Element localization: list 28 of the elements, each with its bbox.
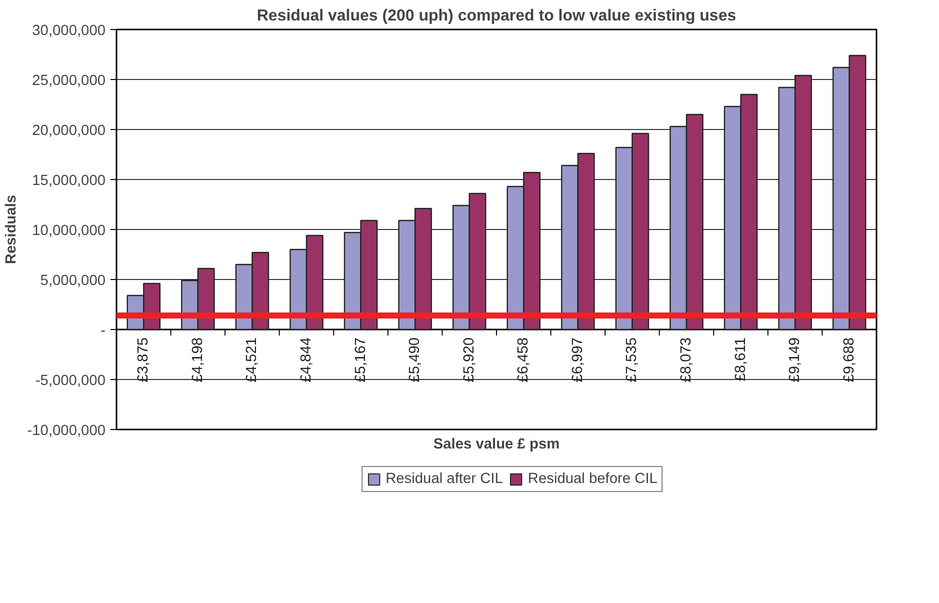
y-tick-label: 10,000,000 — [32, 223, 106, 239]
legend-label: Residual after CIL — [386, 471, 503, 487]
x-tick-label: £3,875 — [136, 338, 152, 382]
y-tick-label: 15,000,000 — [32, 173, 106, 189]
legend-label: Residual before CIL — [528, 471, 658, 487]
x-tick-label: £8,073 — [678, 338, 694, 382]
x-tick-label: £5,490 — [407, 338, 424, 382]
x-tick-label: £4,521 — [244, 338, 260, 382]
x-tick-label: £5,920 — [461, 338, 478, 382]
x-tick-label: £7,535 — [624, 338, 640, 382]
y-tick-label: -5,000,000 — [35, 373, 106, 389]
y-tick-label: 5,000,000 — [40, 273, 106, 289]
y-axis-title: Residuals — [3, 194, 20, 264]
x-tick-label: £9,688 — [841, 338, 858, 382]
y-tick-label: 20,000,000 — [32, 123, 106, 139]
x-tick-label: £6,997 — [570, 338, 586, 382]
y-tick-label: -10,000,000 — [27, 423, 106, 439]
x-axis-title: Sales value £ psm — [433, 436, 560, 452]
y-tick-label: - — [100, 323, 106, 339]
x-tick-label: £6,458 — [516, 338, 532, 382]
chart-title: Residual values (200 uph) compared to low value existing uses — [256, 8, 736, 24]
x-tick-label: £5,167 — [352, 338, 369, 382]
x-tick-label: £9,149 — [787, 338, 804, 382]
y-tick-label: 25,000,000 — [32, 73, 106, 89]
x-tick-label: £4,198 — [190, 338, 206, 382]
x-tick-label: £8,611 — [732, 337, 749, 382]
x-tick-label: £4,844 — [298, 338, 314, 382]
y-tick-label: 30,000,000 — [32, 23, 106, 39]
